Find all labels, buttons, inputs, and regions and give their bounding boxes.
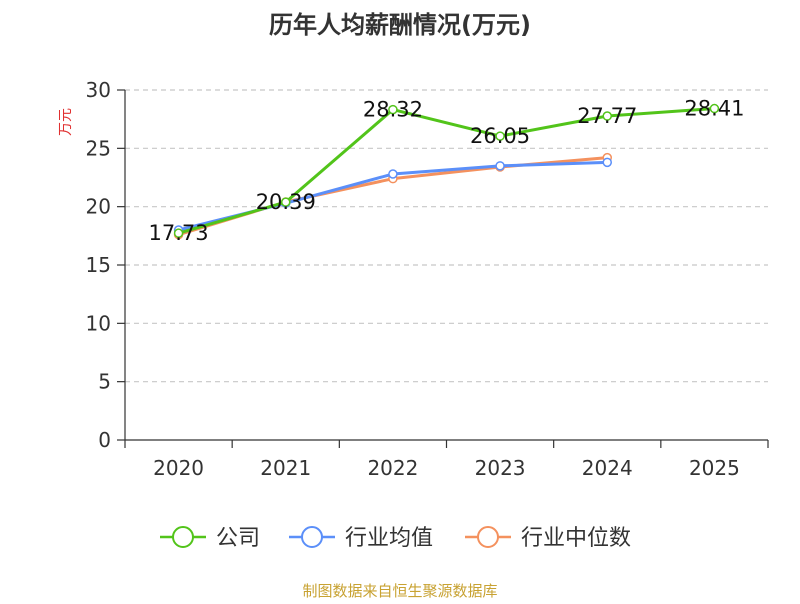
x-tick-label: 2020 <box>153 456 204 480</box>
y-tick-label: 0 <box>98 428 111 452</box>
series-1-point <box>495 131 505 141</box>
data-label: 17.73 <box>149 221 209 245</box>
x-tick-label: 2021 <box>260 456 311 480</box>
y-tick-label: 25 <box>86 136 111 160</box>
data-label: 28.32 <box>363 98 423 122</box>
x-tick-label: 2025 <box>689 456 740 480</box>
series-2-point <box>602 157 612 168</box>
series-line-1 <box>178 107 715 235</box>
series-2-point <box>388 169 398 179</box>
x-tick-label: 2022 <box>367 456 418 480</box>
legend-marker <box>477 526 499 548</box>
series-2-point <box>495 161 505 171</box>
series-1-point <box>602 111 612 121</box>
y-tick-label: 5 <box>98 370 111 394</box>
series-1-point <box>388 104 398 115</box>
y-axis-label: 万元 <box>58 108 74 136</box>
data-label: 27.77 <box>577 104 637 128</box>
data-label: 28.41 <box>684 97 744 121</box>
y-tick-label: 10 <box>86 311 111 335</box>
x-tick-label: 2024 <box>582 456 633 480</box>
legend-label: 行业均值 <box>345 526 433 551</box>
y-tick-label: 15 <box>86 253 111 277</box>
legend-marker <box>301 526 323 548</box>
y-tick-label: 20 <box>86 195 111 219</box>
series-layer <box>173 103 720 240</box>
series-1-point <box>709 103 720 114</box>
series-line-3 <box>178 156 608 237</box>
data-label-layer: 17.73 20.39 28.32 26.05 27.77 28.41 <box>149 97 745 246</box>
source-note: 制图数据来自恒生聚源数据库 <box>302 582 497 600</box>
data-label: 26.05 <box>470 124 530 148</box>
legend: 公司 行业均值 行业中位数 <box>160 526 631 551</box>
data-label: 20.39 <box>256 190 316 214</box>
x-tick-label: 2023 <box>475 456 526 480</box>
chart-title: 历年人均薪酬情况(万元) <box>269 11 531 39</box>
y-tick-label: 30 <box>86 78 111 102</box>
grid-layer <box>125 89 768 383</box>
series-1-point <box>281 197 291 207</box>
legend-label: 公司 <box>216 526 260 551</box>
series-1-point <box>173 228 184 238</box>
legend-label: 行业中位数 <box>521 526 631 551</box>
legend-marker <box>172 526 194 548</box>
